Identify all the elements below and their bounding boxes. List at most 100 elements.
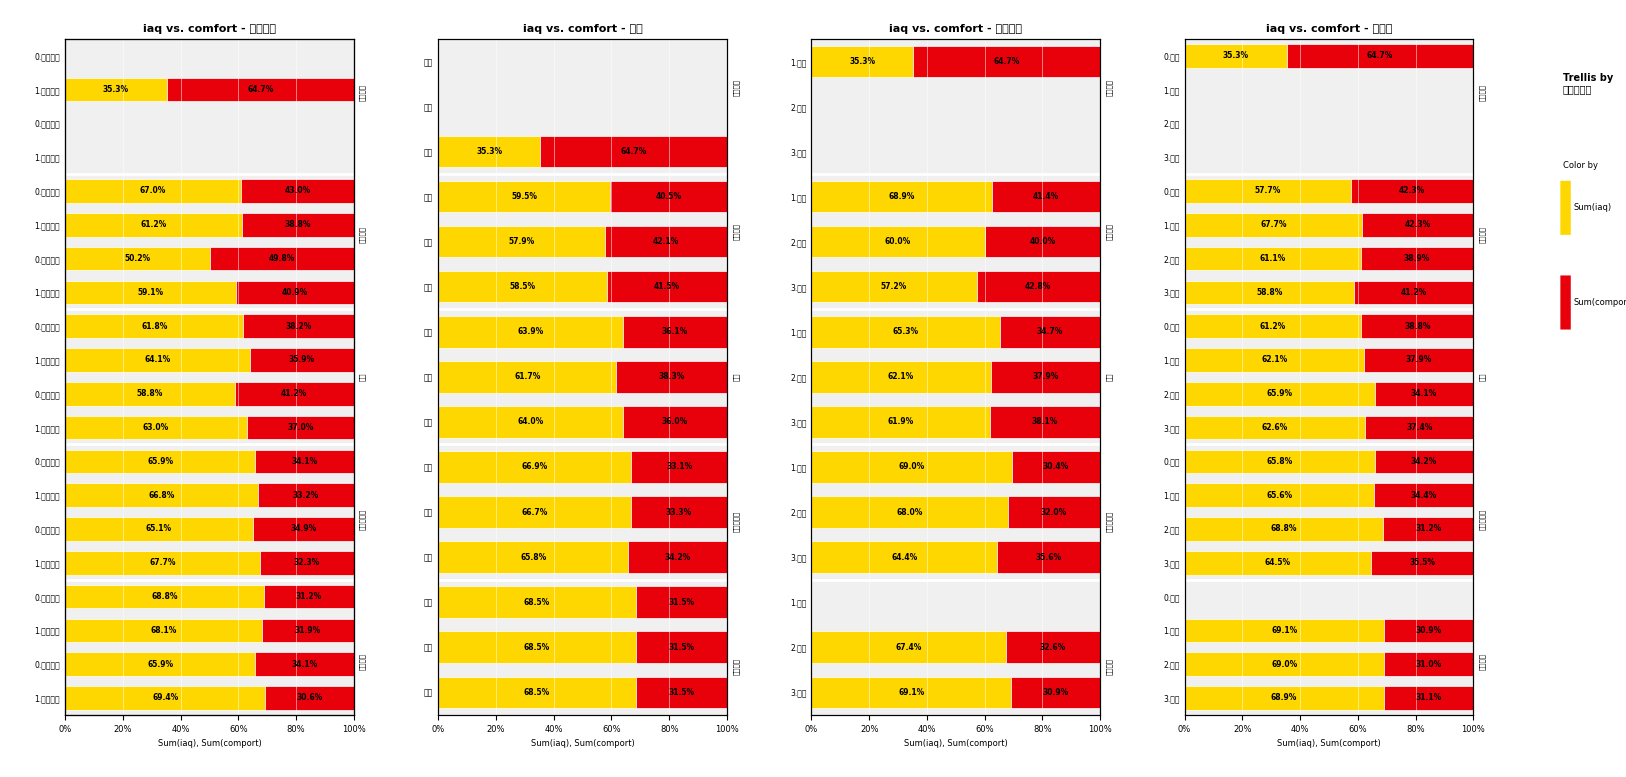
Text: 34.4%: 34.4% [1410,490,1437,500]
Bar [65,213,242,236]
Text: 64.4%: 64.4% [891,552,917,562]
Text: 68.9%: 68.9% [1272,693,1298,702]
Bar [439,497,631,528]
Text: 64.5%: 64.5% [1265,558,1291,567]
Text: 좋수등급: 좋수등급 [1106,224,1112,241]
Text: 35.6%: 35.6% [1036,552,1062,562]
Bar [1286,44,1473,68]
Text: 62.1%: 62.1% [1262,355,1288,364]
Text: 68.8%: 68.8% [1270,524,1298,534]
Bar [811,677,1011,708]
Text: 65.9%: 65.9% [146,457,174,466]
Text: 풀수등급: 풀수등급 [1106,78,1112,96]
Text: 37.4%: 37.4% [1406,423,1433,432]
Bar [1008,497,1101,528]
Text: 30.9%: 30.9% [1416,625,1442,635]
Text: 33.2%: 33.2% [293,490,319,500]
Text: 풀수등급: 풀수등급 [733,78,740,96]
Text: 67.0%: 67.0% [140,186,166,196]
Text: 31.0%: 31.0% [1415,660,1442,669]
Text: 31.2%: 31.2% [1415,524,1441,534]
Text: 31.1%: 31.1% [1415,693,1442,702]
Bar [623,316,727,347]
FancyBboxPatch shape [1561,276,1571,329]
Bar [65,618,262,642]
Bar [1011,451,1101,483]
Bar [1185,247,1361,270]
Text: 35.3%: 35.3% [102,85,128,94]
Bar [1361,315,1473,338]
Bar [636,587,727,618]
Text: 40.0%: 40.0% [1029,237,1055,246]
Bar [1011,677,1101,708]
Text: 34.2%: 34.2% [665,552,691,562]
Text: Color by: Color by [1563,161,1598,169]
Bar [1376,382,1473,406]
Bar [1384,517,1473,541]
Bar [439,316,623,347]
Text: 69.4%: 69.4% [153,693,179,702]
Text: 61.2%: 61.2% [140,220,166,229]
Text: 61.8%: 61.8% [141,322,167,331]
Text: 65.6%: 65.6% [1267,490,1293,500]
Bar [540,136,727,167]
Bar [631,451,727,483]
Text: 66.7%: 66.7% [522,507,548,517]
Text: 41.5%: 41.5% [654,282,680,291]
Title: iaq vs. comfort - 일자구간: iaq vs. comfort - 일자구간 [889,24,1023,34]
Bar [985,226,1101,257]
Bar [1366,416,1473,439]
X-axis label: Sum(iaq), Sum(comport): Sum(iaq), Sum(comport) [904,739,1008,748]
Bar [65,78,167,101]
Text: 57.7%: 57.7% [1255,186,1281,196]
FancyBboxPatch shape [1561,181,1571,235]
Bar [439,226,605,257]
Bar [990,361,1101,392]
Text: 64.7%: 64.7% [621,147,647,156]
Text: 41.2%: 41.2% [281,389,307,399]
Bar [811,451,1011,483]
Text: 풀수등급: 풀수등급 [359,84,366,101]
Text: 50.2%: 50.2% [125,254,151,263]
Text: 57.2%: 57.2% [881,282,907,291]
Title: iaq vs. comfort - 설치구분: iaq vs. comfort - 설치구분 [143,24,276,34]
Bar [628,542,727,573]
Text: 보통수등급: 보통수등급 [359,508,366,530]
Bar [914,46,1101,77]
Bar [439,677,636,708]
Text: 33.3%: 33.3% [665,507,693,517]
Text: 35.5%: 35.5% [1410,558,1436,567]
Bar [1185,44,1286,68]
Bar [439,136,540,167]
Text: 보통수등급: 보통수등급 [733,511,740,532]
Bar [811,542,997,573]
X-axis label: Sum(iaq), Sum(comport): Sum(iaq), Sum(comport) [1276,739,1380,748]
Text: 지수: 지수 [733,373,740,381]
Text: 좋수등급: 좋수등급 [359,226,366,243]
Bar [260,551,354,574]
Text: 32.3%: 32.3% [294,558,320,567]
Text: 59.1%: 59.1% [137,287,164,297]
Text: 67.7%: 67.7% [150,558,176,567]
Bar [65,179,241,203]
Bar [259,483,354,507]
Text: 42.3%: 42.3% [1398,186,1426,196]
Text: 불수등급: 불수등급 [1106,658,1112,675]
Bar [1363,213,1473,236]
Text: 42.8%: 42.8% [1024,282,1052,291]
X-axis label: Sum(iaq), Sum(comport): Sum(iaq), Sum(comport) [530,739,634,748]
Bar [263,585,354,608]
Text: 66.8%: 66.8% [148,490,174,500]
Text: 41.4%: 41.4% [1033,192,1059,201]
Bar [65,517,254,541]
X-axis label: Sum(iaq), Sum(comport): Sum(iaq), Sum(comport) [158,739,262,748]
Text: 69.1%: 69.1% [898,688,924,697]
Text: 좋수등급: 좋수등급 [733,224,740,241]
Bar [1185,213,1363,236]
Bar [811,271,977,302]
Bar [1364,348,1473,371]
Bar [65,315,244,338]
Bar [262,618,354,642]
Bar [1185,382,1376,406]
Bar [234,382,354,406]
